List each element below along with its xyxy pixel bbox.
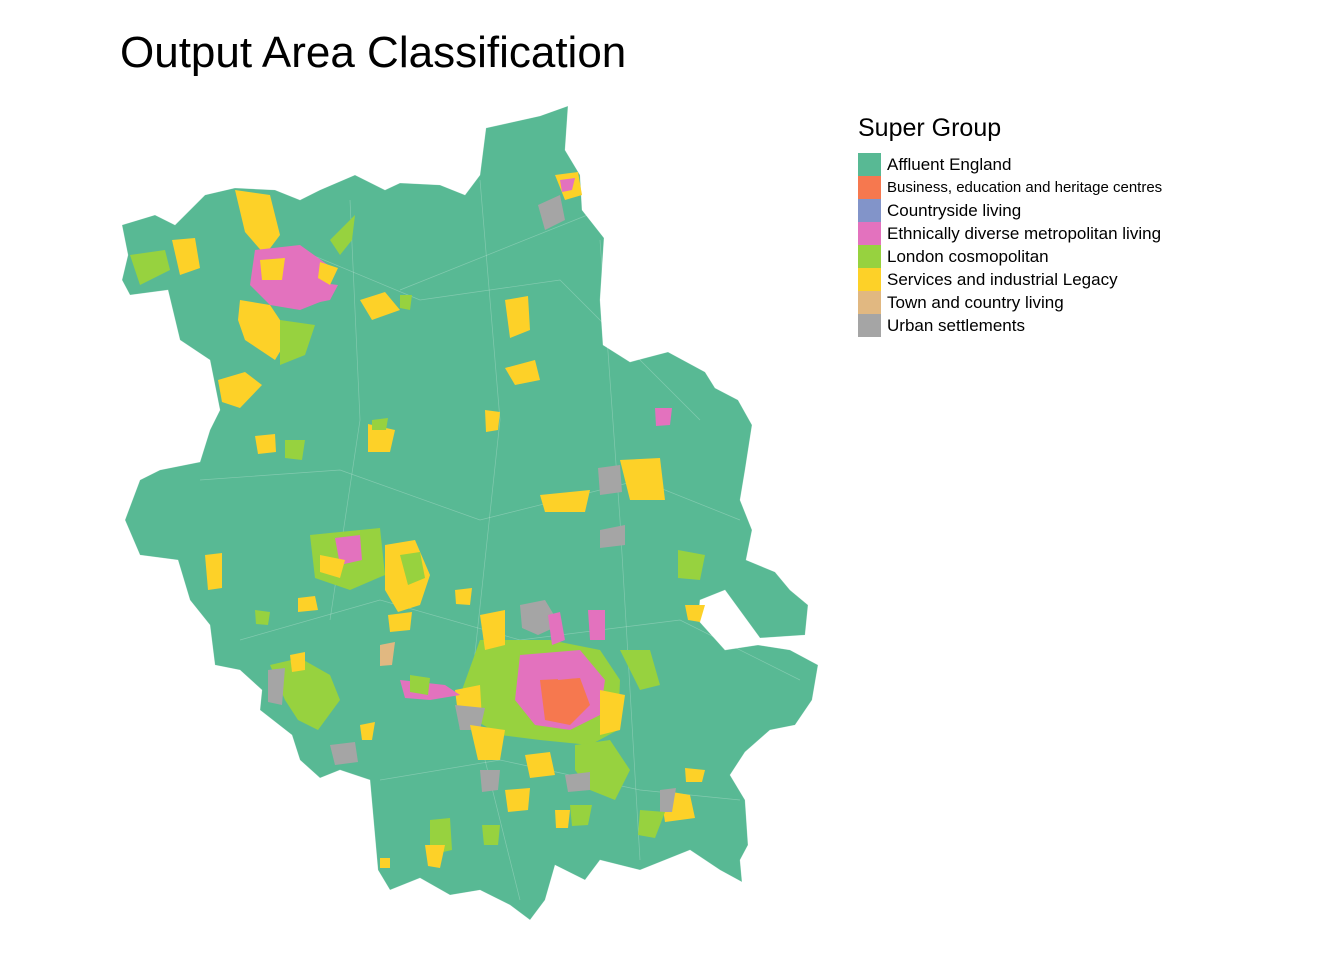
legend: Super Group Affluent England Business, e… [858,114,1162,337]
urban-cluster-west [310,528,472,632]
legend-label: Affluent England [887,154,1012,174]
legend-label: Services and industrial Legacy [887,269,1118,289]
legend-label: Urban settlements [887,315,1025,335]
county-outline [121,105,819,921]
legend-swatch [858,199,881,222]
legend-swatch [858,268,881,291]
legend-swatch [858,245,881,268]
legend-swatch [858,222,881,245]
urban-cluster-cambridge [380,600,660,760]
legend-swatch [858,291,881,314]
legend-item-affluent-england: Affluent England [858,153,1162,176]
legend-item-countryside-living: Countryside living [858,199,1162,222]
legend-label: Town and country living [887,292,1064,312]
legend-label: Business, education and heritage centres [887,179,1163,196]
urban-cluster-northwest [130,190,355,408]
legend-swatch [858,153,881,176]
map-title: Output Area Classification [120,28,627,77]
urban-cluster-south [380,740,705,868]
legend-title: Super Group [858,114,1002,142]
urban-cluster-southwest [268,652,375,765]
legend-item-business-education: Business, education and heritage centres [858,176,1162,199]
legend-swatch [858,176,881,199]
legend-swatch [858,314,881,337]
scattered-towns [205,172,705,625]
legend-item-london-cosmopolitan: London cosmopolitan [858,245,1162,268]
legend-item-services-industrial: Services and industrial Legacy [858,268,1162,291]
legend-label: London cosmopolitan [887,246,1049,266]
legend-label: Ethnically diverse metropolitan living [887,223,1162,243]
legend-item-ethnically-diverse: Ethnically diverse metropolitan living [858,222,1162,245]
legend-label: Countryside living [887,200,1022,220]
legend-item-urban-settlements: Urban settlements [858,314,1162,337]
legend-item-town-country: Town and country living [858,291,1162,314]
